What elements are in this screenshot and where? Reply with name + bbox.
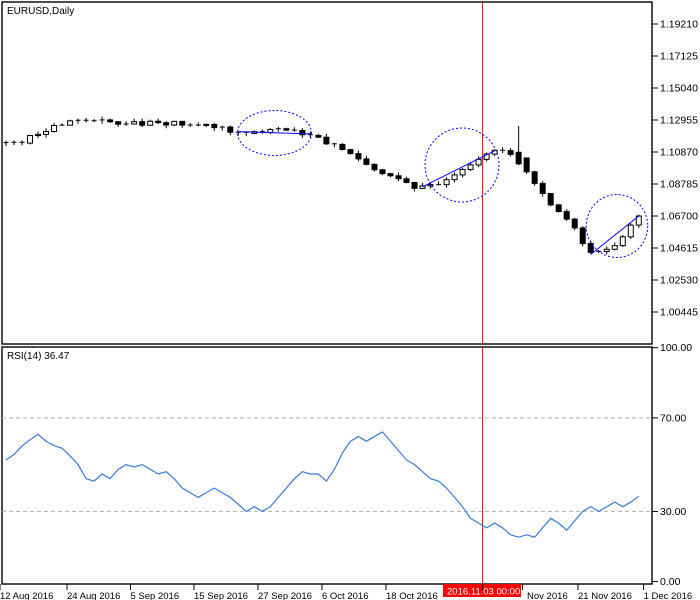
svg-text:100.00: 100.00 bbox=[660, 342, 692, 354]
svg-text:21 Nov 2016: 21 Nov 2016 bbox=[578, 591, 632, 600]
svg-text:0.00: 0.00 bbox=[660, 576, 681, 588]
svg-text:24 Aug 2016: 24 Aug 2016 bbox=[67, 591, 120, 600]
svg-text:1.00445: 1.00445 bbox=[660, 307, 698, 319]
svg-text:1.17125: 1.17125 bbox=[660, 51, 698, 63]
svg-text:1.08785: 1.08785 bbox=[660, 179, 698, 191]
svg-text:RSI(14) 36.47: RSI(14) 36.47 bbox=[7, 351, 70, 362]
svg-text:1.02530: 1.02530 bbox=[660, 275, 698, 287]
svg-text:1.15040: 1.15040 bbox=[660, 83, 698, 95]
svg-text:70.00: 70.00 bbox=[660, 412, 686, 424]
svg-text:12 Aug 2016: 12 Aug 2016 bbox=[0, 591, 53, 600]
svg-text:1.12955: 1.12955 bbox=[660, 115, 698, 127]
svg-text:6 Oct 2016: 6 Oct 2016 bbox=[322, 591, 368, 600]
svg-text:1.19210: 1.19210 bbox=[660, 19, 698, 31]
svg-text:1.10870: 1.10870 bbox=[660, 147, 698, 159]
svg-text:EURUSD,Daily: EURUSD,Daily bbox=[7, 6, 74, 17]
svg-text:1 Dec 2016: 1 Dec 2016 bbox=[644, 591, 693, 600]
svg-text:1.04615: 1.04615 bbox=[660, 243, 698, 255]
svg-text:1.06700: 1.06700 bbox=[660, 211, 698, 223]
svg-text:18 Oct 2016: 18 Oct 2016 bbox=[386, 591, 438, 600]
svg-text:27 Sep 2016: 27 Sep 2016 bbox=[258, 591, 312, 600]
svg-text:30.00: 30.00 bbox=[660, 506, 686, 518]
svg-text:Nov 2016: Nov 2016 bbox=[527, 591, 568, 600]
svg-text:5 Sep 2016: 5 Sep 2016 bbox=[131, 591, 180, 600]
svg-text:2016.11.03 00:00: 2016.11.03 00:00 bbox=[447, 587, 520, 598]
svg-text:15 Sep 2016: 15 Sep 2016 bbox=[194, 591, 248, 600]
